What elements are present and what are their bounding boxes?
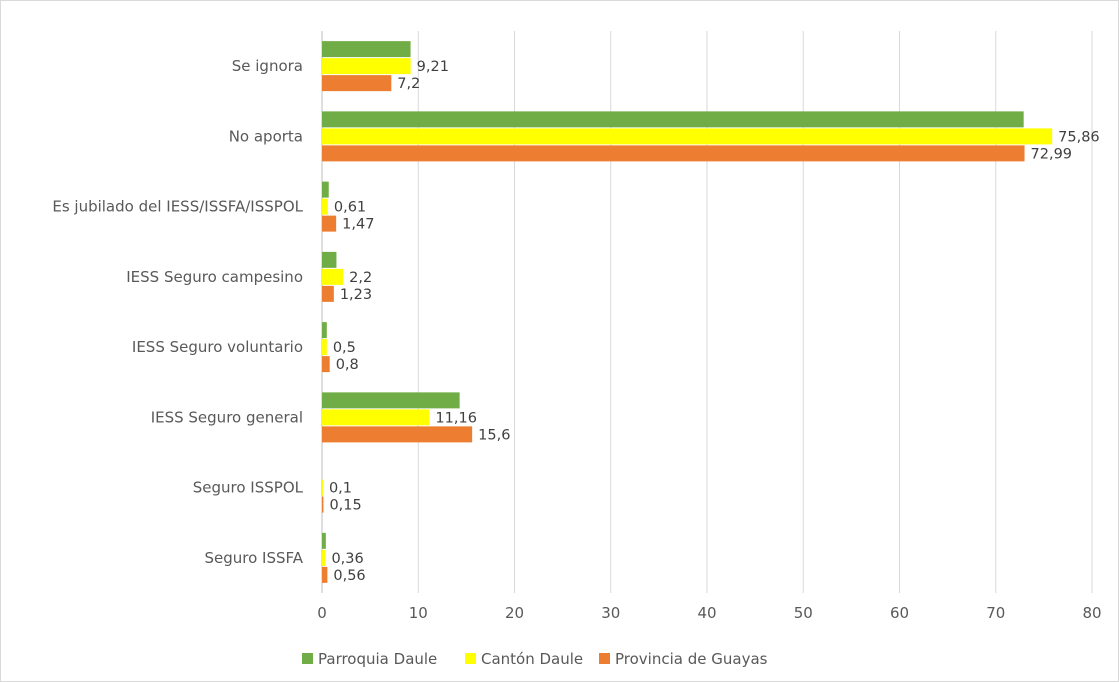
category-label: IESS Seguro campesino bbox=[126, 268, 303, 286]
data-label: 9,21 bbox=[417, 59, 449, 75]
legend-swatch bbox=[302, 653, 313, 664]
data-label: 0,36 bbox=[331, 551, 363, 567]
data-label: 2,2 bbox=[349, 270, 372, 286]
category-label: Seguro ISSFA bbox=[204, 549, 303, 567]
x-tick-label: 20 bbox=[505, 604, 524, 622]
x-tick-label: 40 bbox=[697, 604, 716, 622]
data-label: 0,5 bbox=[333, 340, 356, 356]
bar-cant-n-daule bbox=[322, 549, 326, 566]
data-label: 0,56 bbox=[333, 568, 365, 584]
x-tick-labels: 0 10 20 30 40 50 60 70 80 bbox=[317, 604, 1101, 622]
category-label: IESS Seguro general bbox=[151, 408, 303, 426]
data-label: 1,23 bbox=[340, 287, 372, 303]
data-label: 11,16 bbox=[435, 410, 477, 426]
bar-provincia-de-guayas bbox=[322, 285, 334, 302]
bar-cant-n-daule bbox=[322, 339, 327, 356]
bar-cant-n-daule bbox=[322, 128, 1053, 145]
x-tick-label: 10 bbox=[409, 604, 428, 622]
category-label: Seguro ISSPOL bbox=[193, 479, 304, 497]
data-label: 1,47 bbox=[342, 217, 374, 233]
bar-cant-n-daule bbox=[322, 268, 344, 285]
bar-provincia-de-guayas bbox=[322, 426, 473, 443]
x-tick-label: 30 bbox=[601, 604, 620, 622]
category-label: Es jubilado del IESS/ISSFA/ISSPOL bbox=[52, 198, 303, 216]
x-tick-label: 60 bbox=[890, 604, 909, 622]
data-label: 75,86 bbox=[1058, 129, 1100, 145]
x-tick-label: 80 bbox=[1082, 604, 1101, 622]
data-label: 0,61 bbox=[334, 200, 366, 216]
data-label: 0,15 bbox=[329, 498, 361, 514]
legend: Parroquia Daule Cantón Daule Provincia de … bbox=[302, 650, 768, 668]
legend-label: Cantón Daule bbox=[481, 650, 583, 668]
bar-parroquia-daule bbox=[322, 322, 327, 339]
bar-parroquia-daule bbox=[322, 111, 1024, 128]
category-label: Se ignora bbox=[232, 57, 303, 75]
bar-cant-n-daule bbox=[322, 198, 328, 215]
bar-provincia-de-guayas bbox=[322, 496, 324, 513]
x-tick-label: 0 bbox=[317, 604, 327, 622]
data-label: 0,1 bbox=[329, 481, 352, 497]
bar-cant-n-daule bbox=[322, 409, 430, 426]
bar-parroquia-daule bbox=[322, 41, 411, 58]
x-tick-label: 70 bbox=[986, 604, 1005, 622]
bars bbox=[322, 41, 1053, 583]
legend-label: Parroquia Daule bbox=[318, 650, 437, 668]
data-label: 72,99 bbox=[1031, 146, 1073, 162]
category-label: IESS Seguro voluntario bbox=[132, 338, 303, 356]
data-label: 0,8 bbox=[336, 357, 359, 373]
data-label: 15,6 bbox=[478, 427, 510, 443]
bar-provincia-de-guayas bbox=[322, 75, 392, 92]
bar-parroquia-daule bbox=[322, 181, 329, 198]
x-tick-label: 50 bbox=[794, 604, 813, 622]
category-labels: Se ignora No aporta Es jubilado del IESS/I… bbox=[52, 57, 303, 567]
bar-parroquia-daule bbox=[322, 532, 326, 549]
bar-provincia-de-guayas bbox=[322, 145, 1025, 162]
bar-cant-n-daule bbox=[322, 479, 323, 496]
bar-parroquia-daule bbox=[322, 392, 460, 409]
bar-provincia-de-guayas bbox=[322, 566, 328, 583]
bar-parroquia-daule bbox=[322, 251, 337, 268]
bar-provincia-de-guayas bbox=[322, 215, 337, 232]
bar-provincia-de-guayas bbox=[322, 356, 330, 373]
bar-cant-n-daule bbox=[322, 58, 411, 75]
legend-label: Provincia de Guayas bbox=[615, 650, 768, 668]
data-label: 7,2 bbox=[397, 76, 420, 92]
legend-swatch bbox=[599, 653, 610, 664]
legend-swatch bbox=[465, 653, 476, 664]
category-label: No aporta bbox=[229, 127, 303, 145]
